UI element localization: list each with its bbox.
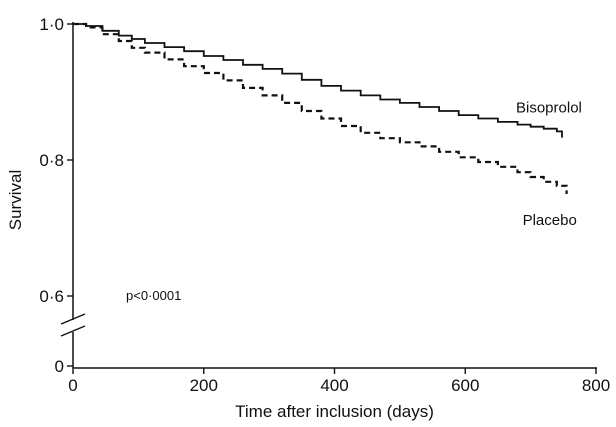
axis-break-line-lower bbox=[60, 325, 86, 337]
x-tick-label: 200 bbox=[190, 376, 218, 395]
axes bbox=[60, 22, 597, 369]
series-line-placebo bbox=[73, 22, 568, 194]
p-value-annotation: p<0·0001 bbox=[126, 288, 181, 303]
y-axis-break-mark bbox=[60, 313, 86, 337]
y-tick-label: 0·6 bbox=[39, 287, 64, 306]
series-layer bbox=[73, 22, 568, 194]
x-ticks: 0 200 400 600 800 bbox=[68, 368, 610, 395]
y-tick-label: 0 bbox=[55, 357, 64, 376]
x-tick-label: 600 bbox=[451, 376, 479, 395]
series-line-bisoprolol bbox=[73, 23, 563, 138]
x-tick-label: 400 bbox=[320, 376, 348, 395]
x-axis-title: Time after inclusion (days) bbox=[235, 402, 434, 421]
series-labels: Bisoprolol Placebo bbox=[516, 100, 582, 229]
series-label-bisoprolol: Bisoprolol bbox=[516, 100, 582, 117]
y-tick-label: 1·0 bbox=[39, 15, 64, 34]
series-label-placebo: Placebo bbox=[523, 212, 577, 229]
x-tick-label: 800 bbox=[582, 376, 610, 395]
y-tick-label: 0·8 bbox=[39, 151, 64, 170]
axis-break-line-upper bbox=[60, 313, 86, 325]
y-ticks: 0 0·6 0·8 1·0 bbox=[39, 15, 73, 376]
x-tick-label: 0 bbox=[68, 376, 77, 395]
y-axis-title: Survival bbox=[6, 170, 25, 230]
